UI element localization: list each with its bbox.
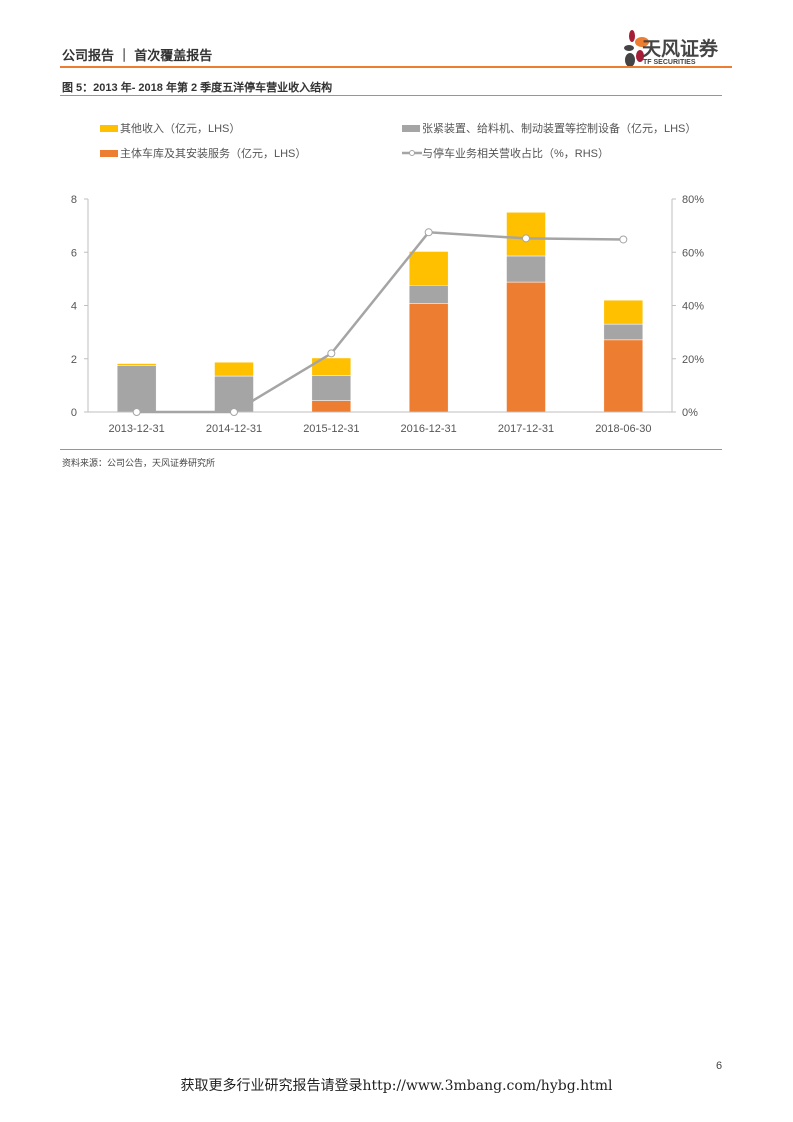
source-divider — [60, 449, 722, 450]
report-header: 公司报告 ｜ 首次覆盖报告 — [62, 48, 213, 63]
ratio-line — [136, 230, 624, 414]
figure-title: 图 5：2013 年- 2018 年第 2 季度五洋停车营业收入结构 — [62, 82, 333, 94]
y-tick-label: 4 — [71, 301, 77, 313]
bar-segment — [506, 255, 546, 283]
source-note: 资料来源：公司公告，天风证券研究所 — [62, 458, 216, 468]
logo-icon — [624, 30, 649, 67]
bar-segment — [214, 361, 254, 377]
x-tick-label: 2013-12-31 — [109, 423, 165, 435]
x-tick-label: 2018-06-30 — [595, 423, 651, 435]
legend-ratio: 与停车业务相关营收占比（%，RHS） — [402, 145, 609, 161]
legend-label: 主体车库及其安装服务（亿元，LHS） — [120, 148, 307, 160]
ratio-point — [132, 408, 141, 416]
bar-segment — [311, 400, 352, 413]
legend-swatch — [402, 124, 420, 132]
logo-text: 天风证券 — [642, 39, 719, 60]
y2-tick-label: 60% — [682, 247, 704, 259]
legend-main: 主体车库及其安装服务（亿元，LHS） — [100, 145, 306, 161]
y-tick-label: 8 — [71, 194, 77, 206]
bar-segment — [506, 212, 546, 257]
logo-subtext: TF SECURITIES — [643, 59, 696, 66]
ratio-point — [424, 228, 433, 237]
legend-label: 其他收入（亿元，LHS） — [120, 123, 241, 135]
bar-segment — [408, 285, 449, 304]
y-tick-label: 2 — [71, 354, 77, 366]
x-tick-label: 2014-12-31 — [206, 423, 262, 435]
bar-segment — [116, 365, 157, 413]
y2-tick-label: 40% — [682, 301, 704, 313]
legend-other: 其他收入（亿元，LHS） — [100, 120, 240, 136]
ratio-point — [327, 349, 336, 358]
ratio-point — [522, 234, 530, 243]
x-tick-label: 2015-12-31 — [303, 423, 359, 435]
y-tick-label: 6 — [71, 247, 77, 259]
bar-segment — [603, 339, 644, 413]
bar-segment — [214, 375, 254, 413]
header-divider — [60, 66, 732, 68]
bar-segment — [603, 323, 644, 341]
x-tick-label: 2016-12-31 — [401, 423, 457, 435]
legend-equipment: 张紧装置、给料机、制动装置等控制设备（亿元，LHS） — [402, 120, 696, 136]
title-divider — [60, 95, 722, 96]
page-number: 6 — [716, 1060, 723, 1072]
legend-label: 与停车业务相关营收占比（%，RHS） — [422, 148, 610, 160]
y2-tick-label: 20% — [682, 354, 704, 366]
legend-line-icon — [402, 150, 422, 156]
y-tick-label: 0 — [71, 407, 77, 419]
bar-segment — [311, 357, 352, 376]
y2-tick-label: 0% — [682, 407, 698, 419]
legend-swatch — [100, 149, 118, 157]
y2-tick-label: 80% — [682, 194, 704, 206]
bar-segment — [311, 375, 352, 401]
bar-segment — [603, 299, 644, 325]
footer-link[interactable]: 获取更多行业研究报告请登录http://www.3mbang.com/hybg.… — [180, 1078, 613, 1094]
legend-label: 张紧装置、给料机、制动装置等控制设备（亿元，LHS） — [422, 123, 697, 135]
x-tick-label: 2017-12-31 — [498, 423, 554, 435]
ratio-point — [230, 408, 238, 416]
ratio-point — [619, 235, 628, 244]
bar-segment — [506, 281, 546, 413]
bar-segment — [408, 251, 449, 286]
bar-segment — [116, 363, 157, 366]
bar-segment — [408, 303, 449, 413]
legend-swatch — [100, 124, 118, 132]
